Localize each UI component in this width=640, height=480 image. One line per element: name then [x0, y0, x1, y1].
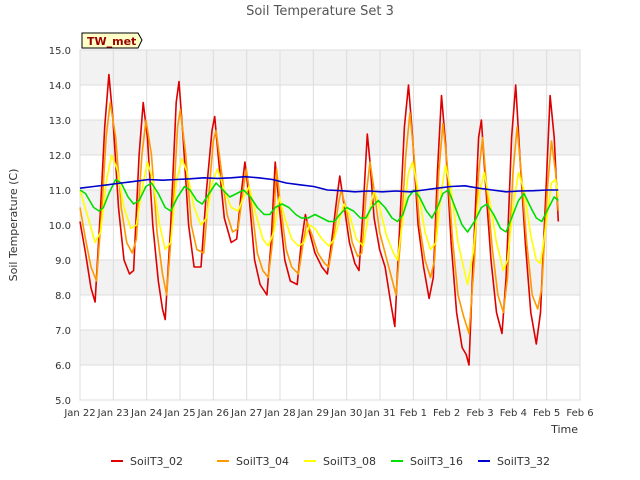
chart-title: Soil Temperature Set 3: [246, 4, 394, 19]
x-tick-label: Feb 3: [466, 408, 493, 419]
y-tick-label: 8.0: [55, 291, 71, 302]
x-tick-label: Jan 27: [230, 408, 262, 419]
y-tick-label: 11.0: [49, 186, 71, 197]
series-line-soilt3_08: [79, 154, 560, 286]
legend-label: SoilT3_16: [410, 455, 463, 468]
x-tick-label: Jan 30: [330, 408, 362, 419]
x-tick-label: Jan 29: [297, 408, 329, 419]
y-tick-label: 13.0: [49, 116, 71, 127]
legend: SoilT3_02 SoilT3_04 SoilT3_08 SoilT3_16 Soil…: [111, 455, 550, 468]
x-tick-label: Jan 22: [63, 408, 95, 419]
legend-label: SoilT3_32: [497, 455, 550, 468]
x-tick-label: Feb 2: [433, 408, 460, 419]
x-tick-label: Feb 5: [533, 408, 560, 419]
x-tick-label: Jan 25: [163, 408, 195, 419]
x-tick-label: Jan 23: [97, 408, 129, 419]
legend-label: SoilT3_08: [323, 455, 376, 468]
x-tick-label: Jan 24: [130, 408, 162, 419]
series-line-soilt3_04: [79, 101, 560, 335]
background-band: [80, 50, 580, 85]
x-tick-label: Jan 28: [263, 408, 295, 419]
x-tick-label: Jan 31: [363, 408, 395, 419]
x-axis-label: Time: [550, 423, 578, 436]
series-line-soilt3_16: [79, 178, 559, 233]
x-tick-label: Feb 6: [566, 408, 593, 419]
y-tick-label: 9.0: [55, 256, 71, 267]
legend-label: SoilT3_04: [236, 455, 289, 468]
y-tick-label: 5.0: [55, 396, 71, 407]
y-tick-label: 10.0: [49, 221, 71, 232]
background-band: [80, 330, 580, 365]
x-tick-label: Feb 1: [400, 408, 427, 419]
background-band: [80, 120, 580, 155]
x-tick-label: Jan 26: [197, 408, 229, 419]
series-line-soilt3_32: [79, 175, 559, 193]
y-axis-label: Soil Temperature (C): [7, 169, 20, 282]
y-tick-label: 15.0: [49, 46, 71, 57]
legend-label: SoilT3_02: [130, 455, 183, 468]
x-tick-label: Feb 4: [500, 408, 527, 419]
y-tick-label: 6.0: [55, 361, 71, 372]
y-tick-label: 7.0: [55, 326, 71, 337]
y-tick-label: 12.0: [49, 151, 71, 162]
series-line-soilt3_02: [79, 73, 560, 366]
y-tick-label: 14.0: [49, 81, 71, 92]
badge-label: TW_met: [87, 35, 136, 48]
tw-met-badge: TW_met: [81, 32, 143, 49]
